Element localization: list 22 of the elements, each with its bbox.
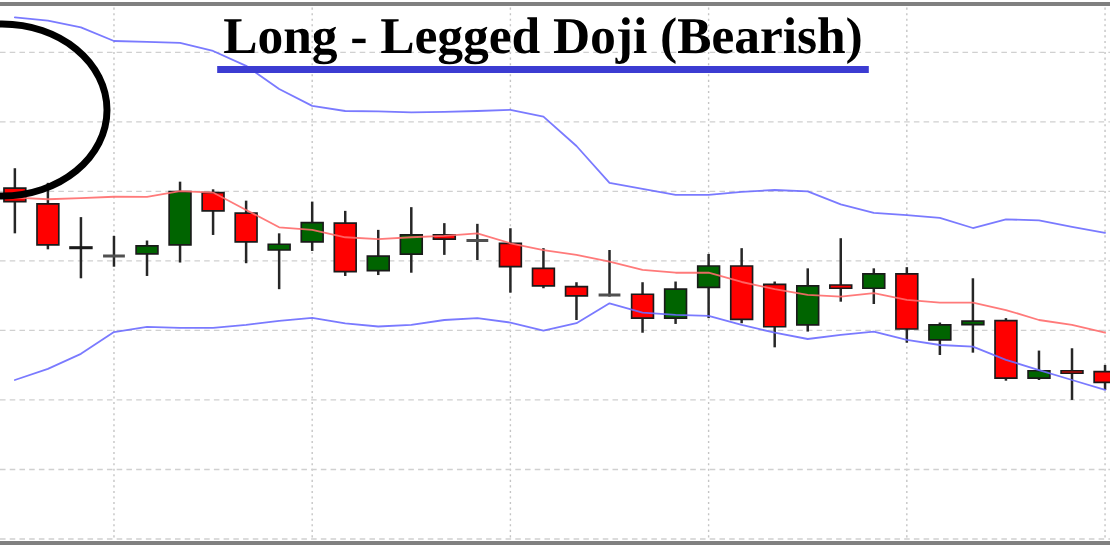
candlestick: [1027, 349, 1051, 382]
candlestick: [630, 280, 655, 334]
candlestick: [366, 228, 390, 277]
candlestick: [498, 226, 523, 294]
candlestick: [696, 252, 721, 320]
candlestick: [300, 200, 324, 253]
candlestick: [531, 246, 556, 290]
candlestick: [829, 236, 853, 303]
candlestick: [464, 222, 490, 262]
candlestick: [399, 205, 424, 274]
candlestick: [862, 267, 886, 306]
candlestick: [201, 188, 225, 237]
candlestick: [69, 215, 93, 280]
candlestick: [267, 232, 291, 291]
candlestick: [564, 280, 589, 322]
candlestick: [597, 248, 622, 298]
candlestick: [135, 239, 159, 278]
candlestick: [101, 234, 127, 268]
candlestick: [928, 321, 952, 357]
candlestick: [1060, 347, 1084, 402]
chart-title: Long - Legged Doji (Bearish): [224, 17, 861, 65]
candlestick: [961, 277, 985, 354]
